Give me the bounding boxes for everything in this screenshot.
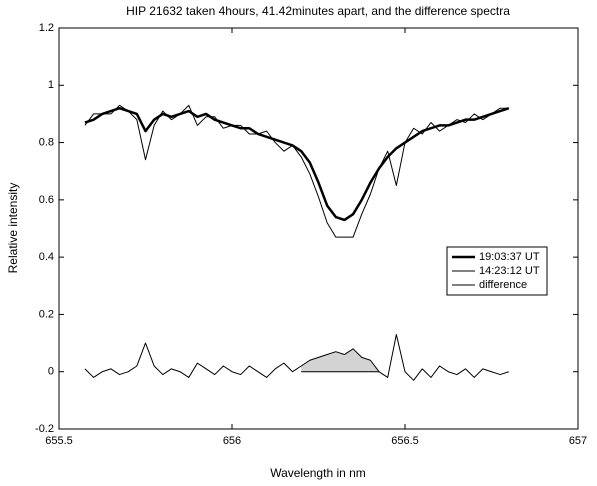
y-tick-label: 0.4 xyxy=(39,251,54,263)
series-line xyxy=(84,104,509,238)
y-tick-label: -0.2 xyxy=(35,423,54,435)
plot-box xyxy=(58,27,579,430)
difference-fill xyxy=(301,348,380,372)
x-tick-label: 656 xyxy=(223,435,241,447)
y-axis-label: Relative intensity xyxy=(6,183,20,274)
series-line xyxy=(84,106,510,222)
y-tick-label: 0.2 xyxy=(39,308,54,320)
x-tick-label: 657 xyxy=(569,435,587,447)
chart-title: HIP 21632 taken 4hours, 41.42minutes apa… xyxy=(126,4,510,18)
x-tick-label: 655.5 xyxy=(45,435,73,447)
x-tick-label: 656.5 xyxy=(391,435,419,447)
y-tick-label: 0.8 xyxy=(39,136,54,148)
y-tick-label: 0.6 xyxy=(39,194,54,206)
y-tick-label: 0 xyxy=(48,366,54,378)
legend-label: 19:03:37 UT xyxy=(479,251,540,263)
legend-box xyxy=(446,246,548,296)
series-line xyxy=(84,333,509,381)
x-axis-label: Wavelength in nm xyxy=(270,466,366,480)
legend-label: difference xyxy=(479,279,527,291)
y-tick-label: 1 xyxy=(48,79,54,91)
y-tick-label: 1.2 xyxy=(39,22,54,34)
legend-label: 14:23:12 UT xyxy=(479,265,540,277)
